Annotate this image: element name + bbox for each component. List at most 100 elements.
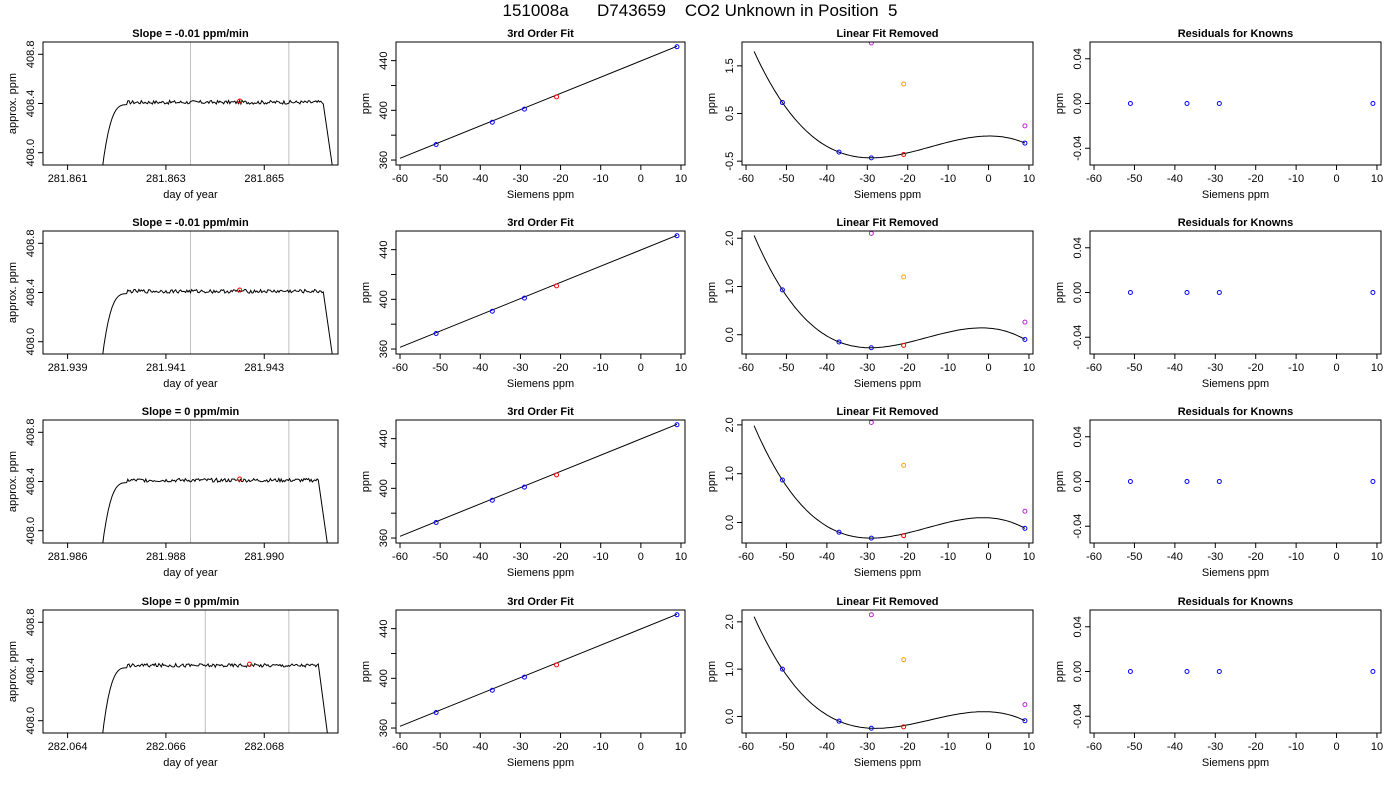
x-tick-label: 281.990	[244, 551, 284, 563]
x-tick-label: 0	[638, 551, 644, 563]
x-tick-label: -60	[1086, 173, 1102, 185]
x-tick-label: -60	[738, 362, 754, 374]
x-tick-label: 10	[1371, 173, 1383, 185]
fit-curve	[753, 51, 1026, 159]
chart-panel: 281.939 281.941 281.943 408.0 408.4 408.8 Slop…	[7, 217, 339, 390]
x-tick-label: -10	[940, 362, 956, 374]
chart-title: 3rd Order Fit	[507, 217, 574, 229]
y-tick-label: 360	[378, 151, 390, 169]
y-tick-label: -0.04	[1072, 704, 1084, 729]
y-tick-label: 360	[378, 719, 390, 737]
data-point-known	[1127, 101, 1133, 106]
x-axis-label: Siemens ppm	[854, 757, 921, 769]
y-tick-label: 0.0	[724, 515, 736, 530]
x-tick-label: 10	[1023, 741, 1035, 753]
data-point-magenta	[1022, 508, 1028, 514]
data-point-known	[521, 484, 527, 490]
x-tick-label: -30	[859, 362, 875, 374]
fit-line	[399, 423, 678, 537]
chart-title: 3rd Order Fit	[507, 596, 574, 608]
x-tick-label: -10	[1288, 173, 1304, 185]
plot-frame	[741, 41, 1034, 166]
data-point-known	[433, 710, 439, 715]
y-tick-label: 408.0	[25, 517, 37, 545]
data-point-known	[779, 100, 785, 106]
data-point-known	[836, 529, 842, 535]
x-tick-label: 281.939	[48, 362, 88, 374]
x-tick-label: -50	[432, 362, 448, 374]
y-tick-label: 408.8	[25, 41, 37, 69]
y-axis-label: ppm	[360, 661, 372, 682]
data-point-known	[868, 535, 874, 541]
y-tick-label: 408.4	[25, 658, 37, 686]
x-tick-label: 10	[675, 551, 687, 563]
y-tick-label: 0.5	[724, 106, 736, 121]
x-tick-label: -50	[432, 551, 448, 563]
y-tick-label: 0.04	[1072, 237, 1084, 258]
x-tick-label: -40	[472, 551, 488, 563]
plot-area	[399, 612, 680, 727]
x-tick-label: 281.941	[146, 362, 186, 374]
x-tick-label: -10	[1288, 741, 1304, 753]
y-axis-label: approx. ppm	[7, 641, 19, 702]
x-axis-label: day of year	[163, 189, 218, 201]
x-tick-label: 10	[675, 741, 687, 753]
data-point-unknown	[554, 283, 560, 289]
data-point-magenta	[868, 231, 874, 236]
chart-panel: -60 -50 -40 -30 -20 -10 0 10 -0.04 0.00 0.04 Residu…	[1054, 596, 1383, 769]
data-point-known	[779, 287, 785, 293]
y-axis-label: ppm	[1054, 661, 1066, 682]
y-tick-label: -0.04	[1072, 136, 1084, 161]
x-axis-label: Siemens ppm	[1202, 757, 1269, 769]
x-tick-label: -50	[779, 173, 795, 185]
chart-panel: 281.861 281.863 281.865 408.0 408.4 408.8 Slop…	[7, 28, 339, 201]
plot-frame	[395, 41, 686, 166]
data-point-known	[1370, 669, 1376, 674]
x-tick-label: 282.066	[146, 741, 186, 753]
x-tick-label: -20	[900, 551, 916, 563]
mean-point	[247, 661, 252, 667]
x-tick-label: -10	[940, 551, 956, 563]
x-tick-label: -40	[819, 362, 835, 374]
data-point-known	[1022, 140, 1028, 146]
plot-frame	[395, 419, 686, 544]
x-tick-label: -60	[1086, 362, 1102, 374]
x-tick-label: -10	[940, 741, 956, 753]
x-tick-label: -20	[900, 741, 916, 753]
y-tick-label: 0.04	[1072, 426, 1084, 447]
plot-frame	[1089, 609, 1382, 734]
data-point-known	[674, 233, 680, 239]
y-tick-label: -0.04	[1072, 514, 1084, 539]
data-point-magenta	[1022, 319, 1028, 325]
x-tick-label: -10	[593, 173, 609, 185]
x-tick-label: -10	[1288, 551, 1304, 563]
x-tick-label: 282.068	[244, 741, 284, 753]
y-tick-label: -0.5	[724, 152, 736, 171]
data-point-orange	[901, 462, 907, 468]
x-tick-label: -60	[392, 741, 408, 753]
x-tick-label: -30	[859, 741, 875, 753]
y-axis-label: ppm	[360, 93, 372, 114]
x-axis-label: Siemens ppm	[854, 567, 921, 579]
data-point-magenta	[1022, 123, 1028, 129]
x-tick-label: -40	[1167, 551, 1183, 563]
plot-frame	[741, 419, 1034, 544]
x-tick-label: -30	[859, 551, 875, 563]
chart-panel: -60 -50 -40 -30 -20 -10 0 10 360 400 440 3rd Order …	[360, 406, 687, 579]
y-axis-label: ppm	[1054, 93, 1066, 114]
y-tick-label: 408.4	[25, 279, 37, 307]
chart-title: Slope = -0.01 ppm/min	[132, 217, 249, 229]
x-tick-label: -50	[779, 551, 795, 563]
data-point-known	[868, 725, 874, 731]
y-tick-label: 2.0	[724, 231, 736, 246]
plot-frame	[741, 230, 1034, 355]
data-point-known	[1216, 479, 1222, 484]
y-tick-label: 408.4	[25, 90, 37, 118]
plot-area	[753, 42, 1028, 161]
x-tick-label: -10	[940, 173, 956, 185]
chart-title: Linear Fit Removed	[836, 596, 938, 608]
data-point-known	[1022, 525, 1028, 531]
page-title: 151008a D743659 CO2 Unknown in Position …	[502, 1, 898, 20]
x-axis-label: day of year	[163, 757, 218, 769]
data-point-known	[1127, 669, 1133, 674]
